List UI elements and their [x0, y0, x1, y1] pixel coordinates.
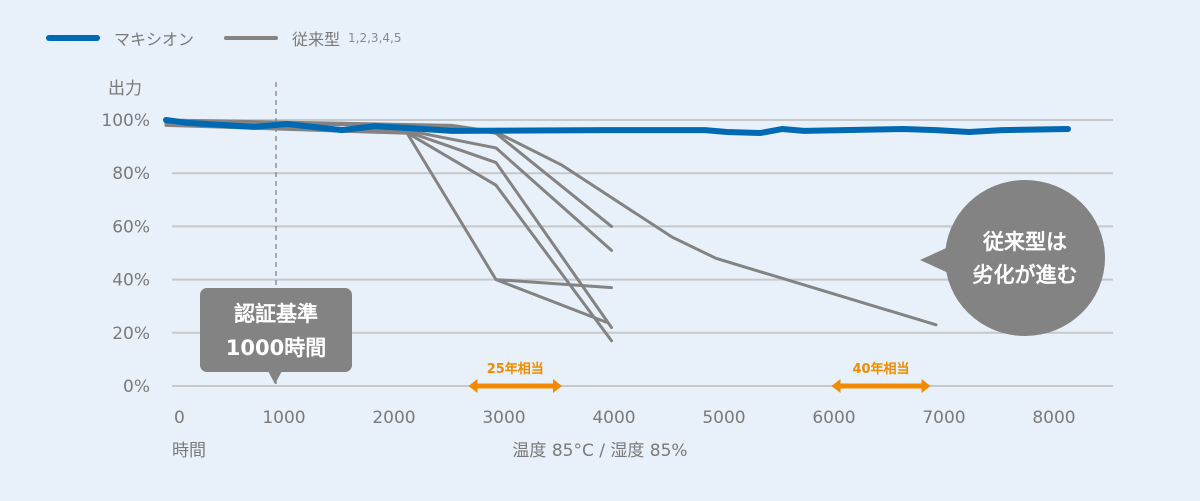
legend-conventional-label: 従来型	[292, 30, 341, 49]
cert-line2: 1000時間	[226, 336, 326, 360]
x-tick-label: 2000	[372, 408, 415, 428]
series-maxion-line	[163, 117, 1071, 137]
x-tick-label: 7000	[922, 408, 965, 428]
x-tick-label: 5000	[702, 408, 745, 428]
x-tick-labels: 0 1000 2000 3000 4000 5000 6000 7000 8000	[174, 408, 1076, 428]
x-tick-label: 4000	[592, 408, 635, 428]
y-axis-label: 出力	[108, 79, 142, 99]
equivalent-year-ranges: 25年相当 40年相当	[468, 361, 931, 393]
range-25-label: 25年相当	[487, 361, 544, 377]
legend-maxion-swatch	[46, 35, 100, 41]
legend: マキシオン 従来型 1,2,3,4,5	[46, 26, 401, 50]
series-conventional-line	[164, 123, 613, 343]
x-tick-label: 1000	[262, 408, 305, 428]
series-group	[163, 117, 1071, 343]
legend-conventional-swatch	[224, 36, 279, 40]
x-tick-label: 3000	[482, 408, 525, 428]
range-arrow-left-head	[468, 379, 478, 393]
x-tick-label: 8000	[1032, 408, 1075, 428]
cert-line1: 認証基準	[234, 302, 318, 326]
series-conventional-line	[406, 133, 613, 324]
legend-maxion-label: マキシオン	[114, 30, 195, 49]
y-tick-label: 0%	[123, 377, 150, 397]
range-arrow-right-head	[553, 379, 562, 393]
y-tick-label: 60%	[112, 217, 150, 237]
y-tick-label: 20%	[112, 324, 150, 344]
legend-conventional-note: 1,2,3,4,5	[348, 31, 402, 45]
x-tick-label: 6000	[812, 408, 855, 428]
y-tick-label: 80%	[112, 164, 150, 184]
certification-tooltip: 認証基準 1000時間	[200, 288, 352, 384]
x-tick-label: 0	[174, 408, 185, 428]
x-axis-label: 時間	[172, 441, 206, 461]
y-tick-label: 40%	[112, 271, 150, 291]
callout-line2: 劣化が進む	[973, 263, 1078, 287]
range-arrow-left-head	[831, 379, 841, 393]
y-tick-labels: 0% 20% 40% 60% 80% 100%	[101, 111, 150, 397]
y-tick-label: 100%	[101, 111, 150, 131]
degradation-callout: 従来型は 劣化が進む	[920, 180, 1105, 336]
range-arrow-right-head	[921, 379, 931, 393]
x-axis-condition: 温度 85°C / 湿度 85%	[512, 441, 687, 461]
range-40-label: 40年相当	[852, 361, 909, 377]
callout-line1: 従来型は	[982, 230, 1067, 254]
